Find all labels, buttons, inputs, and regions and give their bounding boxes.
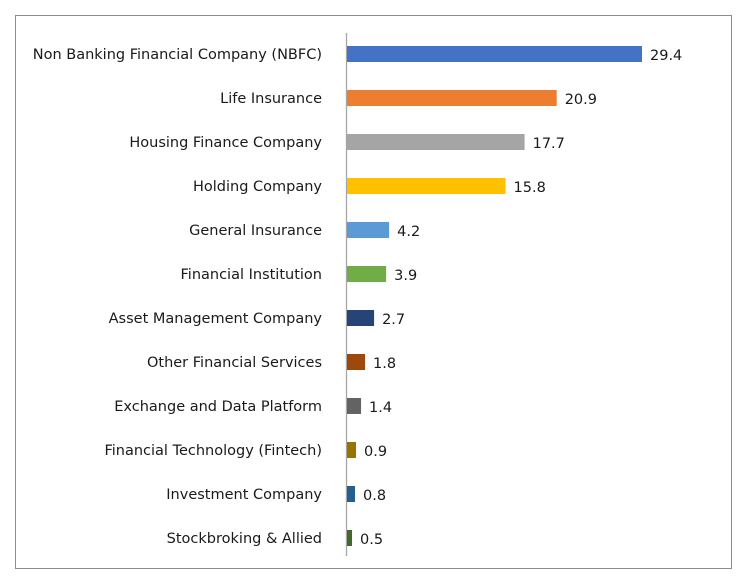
bar <box>347 486 356 502</box>
chart-frame <box>15 15 732 569</box>
category-label: General Insurance <box>189 223 322 239</box>
category-label: Holding Company <box>193 179 322 195</box>
bar <box>347 354 366 370</box>
data-label: 0.5 <box>360 532 383 548</box>
category-label: Investment Company <box>166 487 322 503</box>
data-label: 17.7 <box>533 136 565 152</box>
category-label: Stockbroking & Allied <box>167 531 322 547</box>
category-label: Life Insurance <box>220 91 322 107</box>
category-label: Exchange and Data Platform <box>114 399 322 415</box>
bar <box>347 90 557 106</box>
data-label: 29.4 <box>650 48 682 64</box>
data-label: 20.9 <box>565 92 597 108</box>
bar <box>347 398 362 414</box>
data-label: 1.4 <box>369 400 392 416</box>
bar <box>347 46 642 62</box>
bar <box>347 266 387 282</box>
data-label: 15.8 <box>514 180 546 196</box>
bar <box>347 178 506 194</box>
category-label: Non Banking Financial Company (NBFC) <box>33 47 322 63</box>
bar <box>347 530 353 546</box>
category-label: Other Financial Services <box>147 355 322 371</box>
data-label: 2.7 <box>382 312 405 328</box>
bar <box>347 310 375 326</box>
bar <box>347 442 357 458</box>
data-label: 1.8 <box>373 356 396 372</box>
bar <box>347 134 525 150</box>
category-label: Financial Technology (Fintech) <box>104 443 322 459</box>
category-label: Asset Management Company <box>109 311 323 327</box>
data-label: 4.2 <box>397 224 420 240</box>
category-label: Housing Finance Company <box>129 135 322 151</box>
data-label: 0.9 <box>364 444 387 460</box>
bar <box>347 222 390 238</box>
data-label: 0.8 <box>363 488 386 504</box>
data-label: 3.9 <box>394 268 417 284</box>
category-label: Financial Institution <box>181 267 323 283</box>
